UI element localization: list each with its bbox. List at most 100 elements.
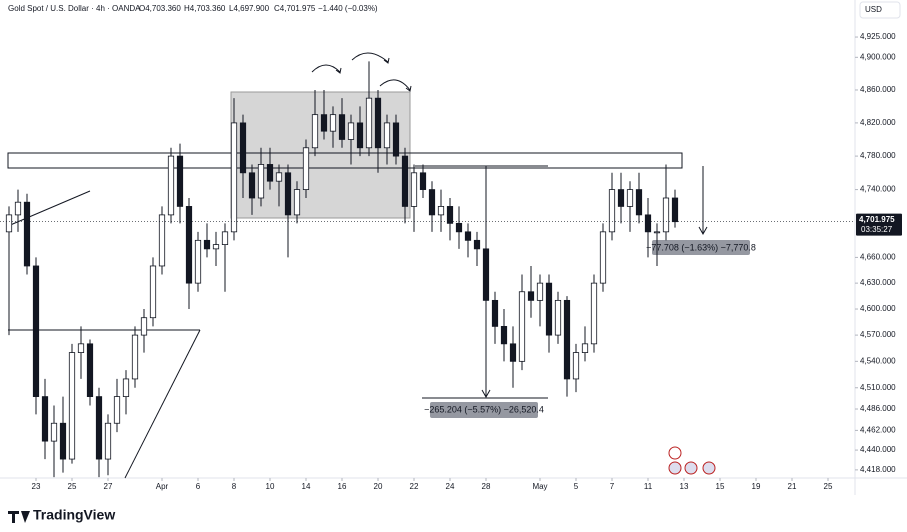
candle-body	[527, 291, 535, 301]
candle-body	[23, 201, 31, 267]
y-tick-label: 4,462.000	[860, 426, 896, 435]
currency-box[interactable]	[859, 1, 901, 19]
candle-body	[509, 343, 517, 362]
candle-body	[365, 97, 373, 149]
candle-body	[95, 396, 103, 460]
candle-body	[464, 231, 472, 241]
candle-body	[554, 299, 562, 336]
candle-body	[59, 422, 67, 460]
ohlc-low: L4,697.900	[229, 4, 270, 13]
candle-body	[491, 299, 499, 327]
candle-body	[158, 214, 166, 267]
event-icon	[684, 461, 698, 475]
brand: TradingView	[33, 507, 115, 523]
measure-label-box	[430, 402, 538, 418]
measure-label: −265.204 (−5.57%) −26,520.4	[424, 404, 544, 414]
y-tick-label: 4,820.000	[860, 118, 896, 127]
candle-body	[338, 114, 346, 140]
curved-arrow	[311, 64, 342, 74]
candle-body	[410, 172, 418, 207]
candle-body	[167, 155, 175, 216]
ohlc-open: O4,703.360	[139, 4, 181, 13]
x-tick-label: Apr	[156, 482, 169, 491]
candle-body	[248, 172, 256, 199]
y-tick-label: 4,900.000	[860, 52, 896, 61]
x-tick-label: 19	[752, 482, 761, 491]
last-price-box	[856, 213, 902, 236]
candle-body	[122, 378, 130, 398]
curved-arrow	[351, 52, 390, 64]
candle-body	[617, 189, 625, 207]
measure-label-box	[652, 240, 750, 255]
x-tick-label: 25	[68, 482, 77, 491]
trend-line	[7, 190, 91, 227]
candle-body	[581, 343, 589, 353]
y-tick-label: 4,630.000	[860, 278, 896, 287]
x-tick-label: 13	[680, 482, 689, 491]
x-tick-label: 21	[788, 482, 797, 491]
zone-box	[7, 152, 683, 169]
candle-body	[392, 122, 400, 157]
x-tick-label: 11	[644, 482, 653, 491]
x-tick-label: 20	[374, 482, 383, 491]
currency[interactable]: USD	[865, 5, 882, 14]
candle-body	[14, 201, 22, 216]
y-tick-label: 4,780.000	[860, 151, 896, 160]
x-tick-label: 25	[824, 482, 833, 491]
x-tick-label: 5	[574, 482, 579, 491]
candle-body	[644, 214, 652, 233]
candle-body	[77, 343, 85, 353]
candles	[5, 61, 679, 478]
candle-body	[257, 164, 265, 199]
candle-body	[311, 114, 319, 149]
candle-body	[203, 239, 211, 250]
logo-icon	[8, 511, 30, 523]
candle-body	[131, 334, 139, 380]
candle-body	[230, 122, 238, 233]
ohlc-change: −1.440 (−0.03%)	[318, 4, 378, 13]
candle-body	[5, 214, 13, 233]
candle-body	[212, 244, 220, 250]
candle-body	[500, 325, 508, 345]
candle-body	[590, 282, 598, 345]
y-tick-label: 4,570.000	[860, 330, 896, 339]
x-tick-label: 6	[196, 482, 201, 491]
y-tick-label: 4,925.000	[860, 32, 896, 41]
candle-body	[302, 147, 310, 190]
y-tick-label: 4,740.000	[860, 185, 896, 194]
candle-body	[482, 248, 490, 301]
y-tick-label: 4,510.000	[860, 383, 896, 392]
candle-body	[284, 172, 292, 216]
candle-body	[68, 352, 76, 460]
candle-body	[428, 189, 436, 216]
candle-body	[86, 343, 94, 398]
candle-body	[572, 352, 580, 380]
x-tick-label: 10	[266, 482, 275, 491]
candle-body	[320, 114, 328, 132]
candle-body	[347, 122, 355, 140]
candle-body	[149, 265, 157, 319]
candle-body	[545, 282, 553, 336]
x-tick-label: May	[532, 482, 547, 491]
last-price-label: 4,701.975	[859, 215, 895, 224]
candle-body	[419, 172, 427, 190]
candle-body	[140, 317, 148, 336]
candle-body	[221, 231, 229, 245]
candle-body	[50, 422, 58, 442]
candle-body	[437, 206, 445, 216]
measure-label: −77.708 (−1.63%) −7,770.8	[646, 242, 756, 252]
event-icon	[668, 446, 682, 460]
candle-body	[626, 189, 634, 207]
candle-body	[518, 291, 526, 362]
candle-body	[635, 189, 643, 216]
candle-body	[293, 189, 301, 216]
candle-body	[185, 206, 193, 284]
ohlc-close: C4,701.975	[274, 4, 316, 13]
candle-body	[473, 239, 481, 250]
candle-body	[275, 172, 283, 182]
ohlc-high: H4,703.360	[184, 4, 226, 13]
x-tick-label: 28	[482, 482, 491, 491]
candle-body	[32, 265, 40, 398]
candle-body	[176, 155, 184, 207]
